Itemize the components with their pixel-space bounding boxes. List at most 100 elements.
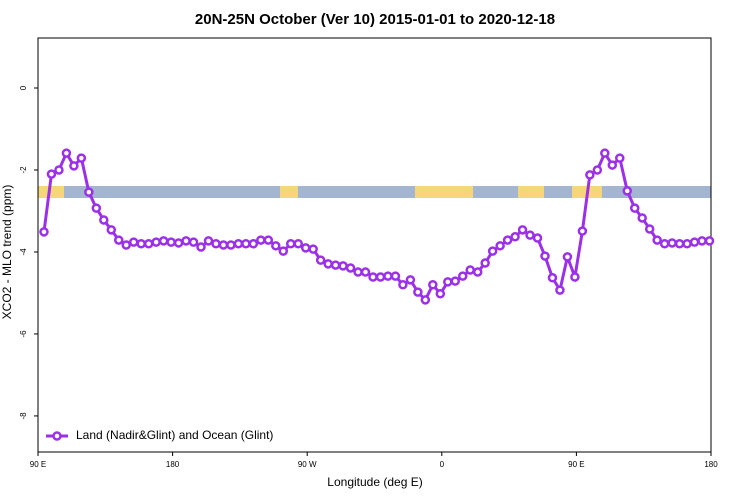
- land-patch: [518, 186, 544, 198]
- point: [547, 273, 558, 283]
- point: [398, 280, 408, 290]
- land-patch: [415, 186, 473, 198]
- point: [46, 169, 57, 179]
- point: [570, 272, 580, 282]
- x-tick-label: 90 W: [298, 460, 317, 469]
- point: [450, 276, 461, 286]
- chart-title: 20N-25N October (Ver 10) 2015-01-01 to 2…: [195, 11, 555, 28]
- point: [61, 148, 72, 158]
- point: [368, 272, 378, 282]
- x-tick-label: 0: [440, 460, 445, 469]
- point: [413, 287, 423, 297]
- point: [495, 241, 505, 251]
- point: [435, 289, 446, 299]
- land-patch: [38, 186, 64, 198]
- point: [600, 148, 610, 158]
- point: [188, 237, 199, 247]
- ocean-band: [38, 186, 711, 198]
- point: [173, 238, 184, 248]
- point: [226, 240, 236, 250]
- y-tick-label: 0: [19, 85, 28, 90]
- point: [181, 236, 191, 246]
- point: [674, 239, 685, 249]
- point: [659, 239, 670, 249]
- point: [106, 225, 117, 235]
- point: [278, 246, 289, 256]
- point: [510, 232, 520, 242]
- point: [607, 160, 618, 170]
- point: [375, 272, 386, 282]
- point: [151, 237, 161, 247]
- point: [121, 240, 131, 250]
- point: [218, 240, 229, 250]
- point: [91, 203, 102, 213]
- point: [166, 237, 176, 247]
- point: [644, 224, 655, 234]
- point: [338, 261, 348, 271]
- point: [532, 233, 543, 243]
- point: [667, 238, 677, 248]
- x-tick-label: 90 E: [568, 460, 584, 469]
- y-axis-label: XCO2 - MLO trend (ppm): [0, 185, 14, 320]
- y-tick-label: -6: [19, 330, 28, 338]
- point: [233, 239, 244, 249]
- point: [390, 271, 401, 281]
- point: [465, 265, 475, 275]
- point: [472, 267, 483, 277]
- point: [353, 267, 363, 277]
- point: [99, 215, 109, 225]
- point: [525, 230, 535, 240]
- point: [323, 259, 333, 269]
- point: [555, 285, 565, 295]
- point: [383, 271, 393, 281]
- point: [76, 153, 87, 163]
- point: [629, 203, 640, 213]
- y-tick-label: -8: [19, 412, 28, 420]
- point: [457, 271, 468, 281]
- point: [158, 236, 169, 246]
- point: [697, 236, 707, 246]
- point: [300, 243, 311, 253]
- y-tick-label: -4: [19, 248, 28, 256]
- point: [622, 186, 632, 196]
- x-tick-label: 180: [166, 460, 180, 469]
- point: [196, 242, 206, 252]
- point: [308, 244, 318, 254]
- point: [211, 239, 221, 249]
- legend-marker: [52, 431, 62, 441]
- point: [540, 251, 550, 261]
- point: [585, 170, 595, 180]
- point: [682, 239, 692, 249]
- point: [54, 165, 64, 175]
- point: [405, 275, 416, 285]
- point: [704, 236, 715, 246]
- y-tick-label: -2: [19, 166, 28, 174]
- point: [293, 239, 303, 249]
- point: [203, 236, 214, 246]
- point: [562, 252, 573, 262]
- point: [428, 280, 438, 290]
- point: [689, 237, 700, 247]
- point: [248, 239, 259, 249]
- point: [69, 161, 79, 171]
- point: [136, 239, 146, 249]
- point: [615, 153, 625, 163]
- point: [84, 187, 94, 197]
- point: [39, 227, 49, 237]
- point: [114, 235, 124, 245]
- point: [345, 263, 356, 273]
- point: [637, 213, 647, 223]
- x-axis-label: Longitude (deg E): [327, 475, 422, 489]
- point: [420, 295, 431, 305]
- legend-label: Land (Nadir&Glint) and Ocean (Glint): [76, 428, 273, 442]
- point: [330, 260, 341, 270]
- point: [502, 235, 513, 245]
- point: [487, 246, 498, 256]
- point: [592, 165, 603, 175]
- point: [577, 226, 588, 236]
- x-tick-label: 180: [704, 460, 718, 469]
- point: [480, 258, 490, 268]
- land-patch: [280, 186, 298, 198]
- point: [143, 239, 154, 249]
